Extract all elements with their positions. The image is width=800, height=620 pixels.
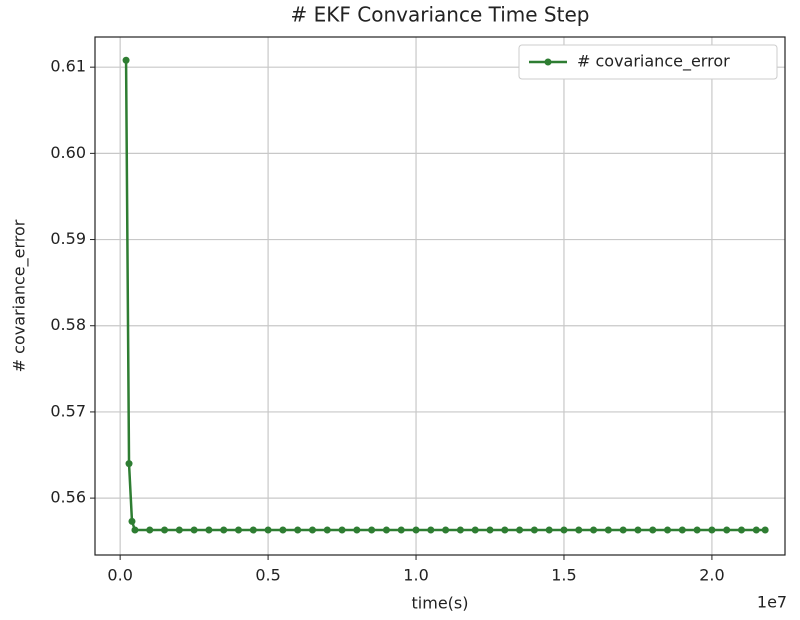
data-point (294, 526, 302, 534)
data-point (161, 526, 169, 534)
legend-box (518, 44, 778, 80)
data-point (382, 526, 390, 534)
x-offset-label: 1e7 (757, 593, 787, 612)
data-point (516, 526, 524, 534)
data-point (530, 526, 538, 534)
data-point (264, 526, 272, 534)
data-point (723, 526, 731, 534)
legend-label: # covariance_error (577, 52, 730, 72)
data-point (761, 526, 769, 534)
data-point (338, 526, 346, 534)
data-point (128, 517, 136, 525)
chart-title: # EKF Convariance Time Step (291, 3, 590, 27)
data-point (308, 526, 316, 534)
data-point (190, 526, 198, 534)
y-tick-label: 0.60 (50, 143, 86, 162)
data-point (708, 526, 716, 534)
data-point (649, 526, 657, 534)
y-axis-label: # covariance_error (10, 219, 30, 372)
data-point (590, 526, 598, 534)
data-line (124, 60, 766, 532)
y-tick-label: 0.61 (50, 57, 86, 76)
data-point (501, 526, 509, 534)
data-point (279, 526, 287, 534)
data-point (738, 526, 746, 534)
data-point (122, 56, 130, 64)
data-point (427, 526, 435, 534)
x-tick-label: 1.0 (403, 566, 428, 585)
data-point (205, 526, 213, 534)
y-tick-label: 0.59 (50, 229, 86, 248)
x-axis-label: time(s) (412, 594, 469, 613)
data-point (619, 526, 627, 534)
plot-frame (94, 36, 786, 556)
y-tick-label: 0.57 (50, 401, 86, 420)
data-point (604, 526, 612, 534)
data-point (560, 526, 568, 534)
data-point (146, 526, 154, 534)
data-point (752, 526, 760, 534)
x-tick-label: 1.5 (551, 566, 576, 585)
x-tick-label: 0.0 (107, 566, 132, 585)
data-point (397, 526, 405, 534)
data-point (235, 526, 243, 534)
data-point (131, 526, 139, 534)
data-point (442, 526, 450, 534)
y-tick-label: 0.58 (50, 315, 86, 334)
data-point (368, 526, 376, 534)
data-point (456, 526, 464, 534)
data-point (125, 460, 133, 468)
x-tick-label: 0.5 (255, 566, 280, 585)
data-point (353, 526, 361, 534)
data-point (545, 526, 553, 534)
data-point (634, 526, 642, 534)
x-tick-label: 2.0 (699, 566, 724, 585)
data-point (678, 526, 686, 534)
y-tick-label: 0.56 (50, 488, 86, 507)
data-point (323, 526, 331, 534)
data-point (664, 526, 672, 534)
data-point (471, 526, 479, 534)
legend-marker (544, 58, 552, 66)
data-point (486, 526, 494, 534)
data-point (412, 526, 420, 534)
data-point (220, 526, 228, 534)
data-point (175, 526, 183, 534)
data-point (575, 526, 583, 534)
data-point (693, 526, 701, 534)
data-point (249, 526, 257, 534)
